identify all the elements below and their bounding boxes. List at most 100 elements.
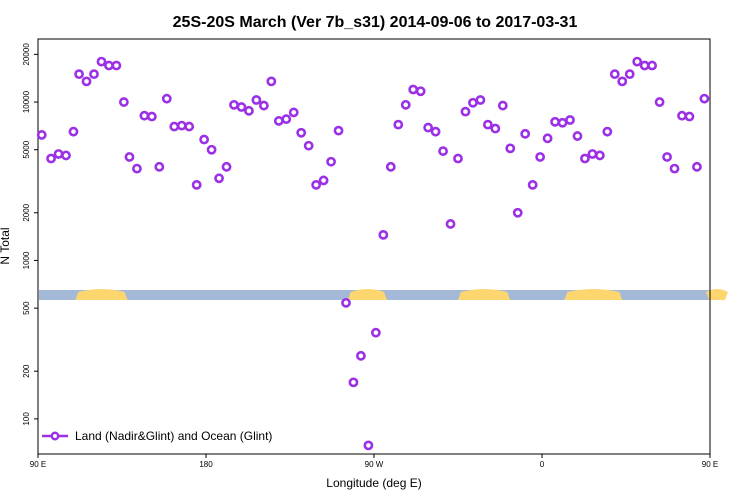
- y-axis: 100 200 500 1000 2000 5000 10000 20000: [22, 43, 38, 426]
- land-segment: [458, 289, 511, 300]
- data-point: [111, 60, 122, 71]
- data-point: [184, 121, 195, 132]
- data-point: [104, 60, 114, 71]
- data-point: [333, 125, 344, 136]
- data-point: [572, 131, 583, 141]
- data-point: [161, 93, 172, 104]
- chart-title: 25S-20S March (Ver 7b_s31) 2014-09-06 to…: [173, 14, 578, 31]
- land-segment: [706, 289, 728, 300]
- x-tick-label: 90 E: [30, 460, 46, 469]
- data-point: [61, 150, 71, 161]
- data-point: [318, 175, 329, 186]
- data-point: [96, 56, 107, 67]
- land-segment: [564, 289, 623, 300]
- data-point: [408, 84, 419, 95]
- legend-label: Land (Nadir&Glint) and Ocean (Glint): [75, 429, 272, 443]
- data-point: [46, 153, 56, 164]
- land-segment: [347, 289, 388, 300]
- y-tick-label: 20000: [22, 43, 31, 66]
- data-point: [393, 119, 404, 130]
- data-point: [647, 60, 658, 71]
- data-point: [460, 106, 471, 117]
- data-point: [438, 146, 448, 157]
- data-point: [505, 143, 516, 154]
- data-point: [221, 161, 232, 172]
- data-point: [512, 207, 523, 218]
- data-point: [169, 121, 180, 132]
- y-tick-label: 2000: [22, 203, 31, 221]
- data-point: [400, 99, 411, 110]
- map-band: [39, 289, 728, 300]
- x-axis-label: Longitude (deg E): [326, 476, 421, 490]
- data-point: [258, 100, 269, 111]
- data-point: [602, 126, 613, 137]
- y-tick-label: 100: [22, 412, 31, 426]
- data-point: [266, 76, 277, 87]
- data-point: [296, 127, 307, 138]
- data-point: [348, 377, 359, 388]
- data-point: [311, 179, 322, 190]
- data-point: [468, 97, 478, 108]
- x-tick-label: 90 W: [365, 460, 384, 469]
- data-point: [580, 153, 590, 164]
- data-point: [154, 161, 165, 172]
- data-point: [550, 116, 560, 127]
- data-point: [565, 115, 575, 125]
- data-point: [684, 111, 695, 122]
- data-point: [68, 126, 79, 137]
- data-point: [303, 140, 314, 151]
- data-point: [132, 163, 142, 174]
- data-point: [542, 133, 553, 144]
- data-point: [146, 111, 157, 122]
- data-point: [139, 110, 150, 121]
- data-point: [677, 110, 687, 121]
- data-point: [191, 179, 202, 190]
- data-point: [662, 152, 672, 162]
- data-point: [445, 219, 456, 229]
- data-point: [236, 102, 247, 112]
- data-point: [639, 60, 650, 71]
- data-points: [36, 56, 710, 451]
- data-point: [423, 122, 434, 133]
- legend-marker: [50, 431, 60, 441]
- data-point: [430, 126, 441, 137]
- y-tick-label: 500: [22, 301, 31, 315]
- data-point: [699, 93, 710, 104]
- data-point: [453, 153, 463, 164]
- x-tick-label: 90 E: [702, 460, 718, 469]
- y-tick-label: 200: [22, 364, 31, 378]
- data-point: [118, 97, 129, 107]
- data-point: [206, 144, 217, 155]
- data-point: [363, 440, 374, 451]
- data-point: [251, 95, 262, 105]
- data-point: [229, 99, 239, 110]
- data-point: [594, 150, 605, 161]
- data-point: [281, 114, 292, 125]
- data-point: [617, 76, 628, 87]
- data-point: [587, 149, 598, 159]
- data-point: [36, 130, 47, 140]
- data-point: [632, 56, 643, 67]
- legend: Land (Nadir&Glint) and Ocean (Glint): [42, 429, 272, 443]
- data-point: [326, 156, 336, 167]
- y-tick-label: 5000: [22, 140, 31, 158]
- plot-frame: [37, 38, 711, 455]
- data-point: [654, 97, 665, 107]
- data-point: [490, 123, 501, 134]
- data-point: [273, 116, 284, 126]
- data-point: [89, 69, 99, 80]
- data-point: [669, 163, 680, 174]
- y-tick-label: 1000: [22, 251, 31, 269]
- data-point: [557, 117, 568, 128]
- data-point: [124, 152, 135, 162]
- data-point: [244, 105, 254, 116]
- data-point: [475, 95, 486, 105]
- data-point: [341, 297, 351, 308]
- y-tick-label: 10000: [22, 90, 31, 113]
- data-point: [527, 179, 538, 190]
- data-point: [609, 69, 620, 80]
- y-axis-label: N Total: [0, 227, 12, 264]
- data-point: [535, 152, 546, 162]
- data-point: [520, 128, 531, 139]
